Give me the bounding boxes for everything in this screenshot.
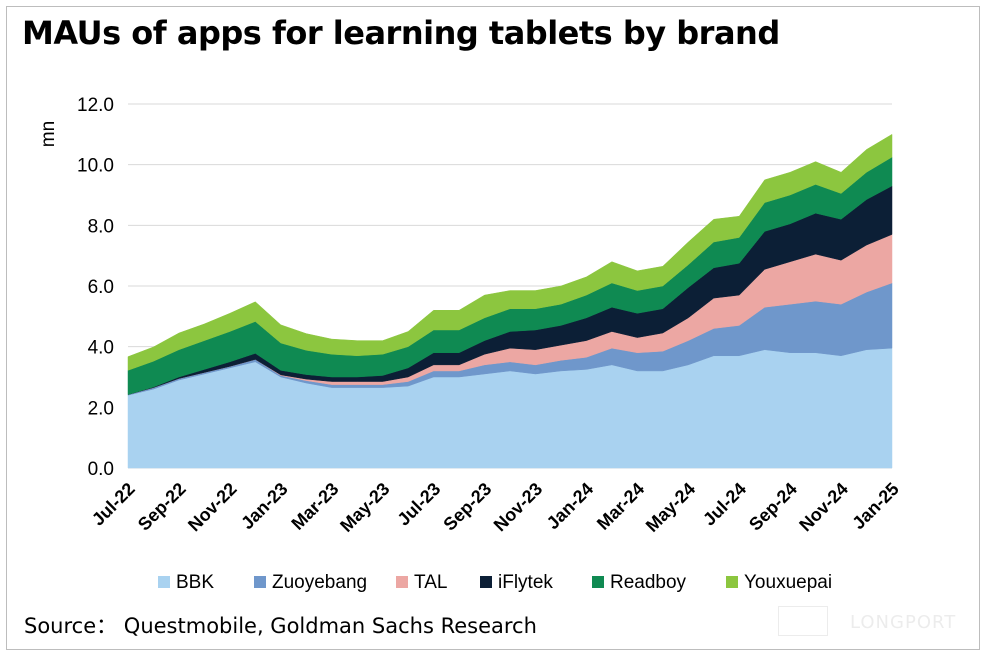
x-tick-label: Sep-24: [745, 479, 801, 535]
legend-label-iflytek: iFlytek: [498, 572, 553, 593]
x-tick-label: Sep-23: [439, 479, 495, 535]
watermark: LONGPORT: [778, 604, 974, 640]
area-youxuepai: [127, 133, 893, 371]
x-tick-label: Jan-24: [543, 479, 597, 533]
y-tick-label: 0.0: [88, 459, 114, 480]
legend-swatch-zuoyebang: [254, 576, 266, 588]
watermark-logo-icon: [778, 606, 828, 636]
legend-swatch-iflytek: [480, 576, 492, 588]
x-tick-label: Jan-23: [237, 479, 291, 533]
y-tick-label: 4.0: [88, 338, 114, 359]
legend-label-bbk: BBK: [176, 572, 214, 593]
y-tick-label: 12.0: [77, 95, 114, 116]
y-axis-label: mn: [38, 121, 59, 147]
y-tick-label: 8.0: [88, 216, 114, 237]
y-tick-label: 6.0: [88, 277, 114, 298]
source-note: Source： Questmobile, Goldman Sachs Resea…: [24, 614, 537, 638]
x-tick-label: Jan-25: [848, 479, 902, 533]
legend-swatch-readboy: [592, 576, 604, 588]
legend-label-readboy: Readboy: [610, 572, 687, 593]
legend-swatch-youxuepai: [726, 576, 738, 588]
legend-label-tal: TAL: [414, 572, 447, 593]
x-tick-label: Mar-24: [593, 479, 648, 534]
x-tick-label: Mar-23: [287, 479, 342, 534]
x-tick-label: Nov-23: [490, 479, 547, 536]
legend-swatch-bbk: [158, 576, 170, 588]
y-tick-label: 2.0: [88, 398, 114, 419]
legend-label-zuoyebang: Zuoyebang: [272, 572, 367, 593]
x-tick-label: Jul-22: [88, 479, 139, 530]
x-tick-label: Nov-22: [184, 479, 241, 536]
watermark-text: LONGPORT: [850, 612, 957, 633]
y-tick-label: 10.0: [77, 156, 114, 177]
x-tick-label: Jul-23: [393, 479, 444, 530]
legend: BBK Zuoyebang TAL iFlytek Readboy Youxuepai: [158, 572, 832, 593]
legend-swatch-tal: [396, 576, 408, 588]
x-tick-label: Jul-24: [699, 479, 750, 530]
x-tick-label: Sep-22: [134, 479, 190, 535]
chart-title: MAUs of apps for learning tablets by bra…: [22, 14, 780, 52]
x-tick-label: May-23: [336, 479, 393, 536]
x-tick-label: Nov-24: [795, 479, 852, 536]
x-tick-label: May-24: [642, 479, 699, 536]
y-axis-ticks: 0.0 2.0 4.0 6.0 8.0 10.0 12.0: [77, 95, 114, 480]
series-areas: [127, 133, 893, 469]
legend-label-youxuepai: Youxuepai: [744, 572, 832, 593]
